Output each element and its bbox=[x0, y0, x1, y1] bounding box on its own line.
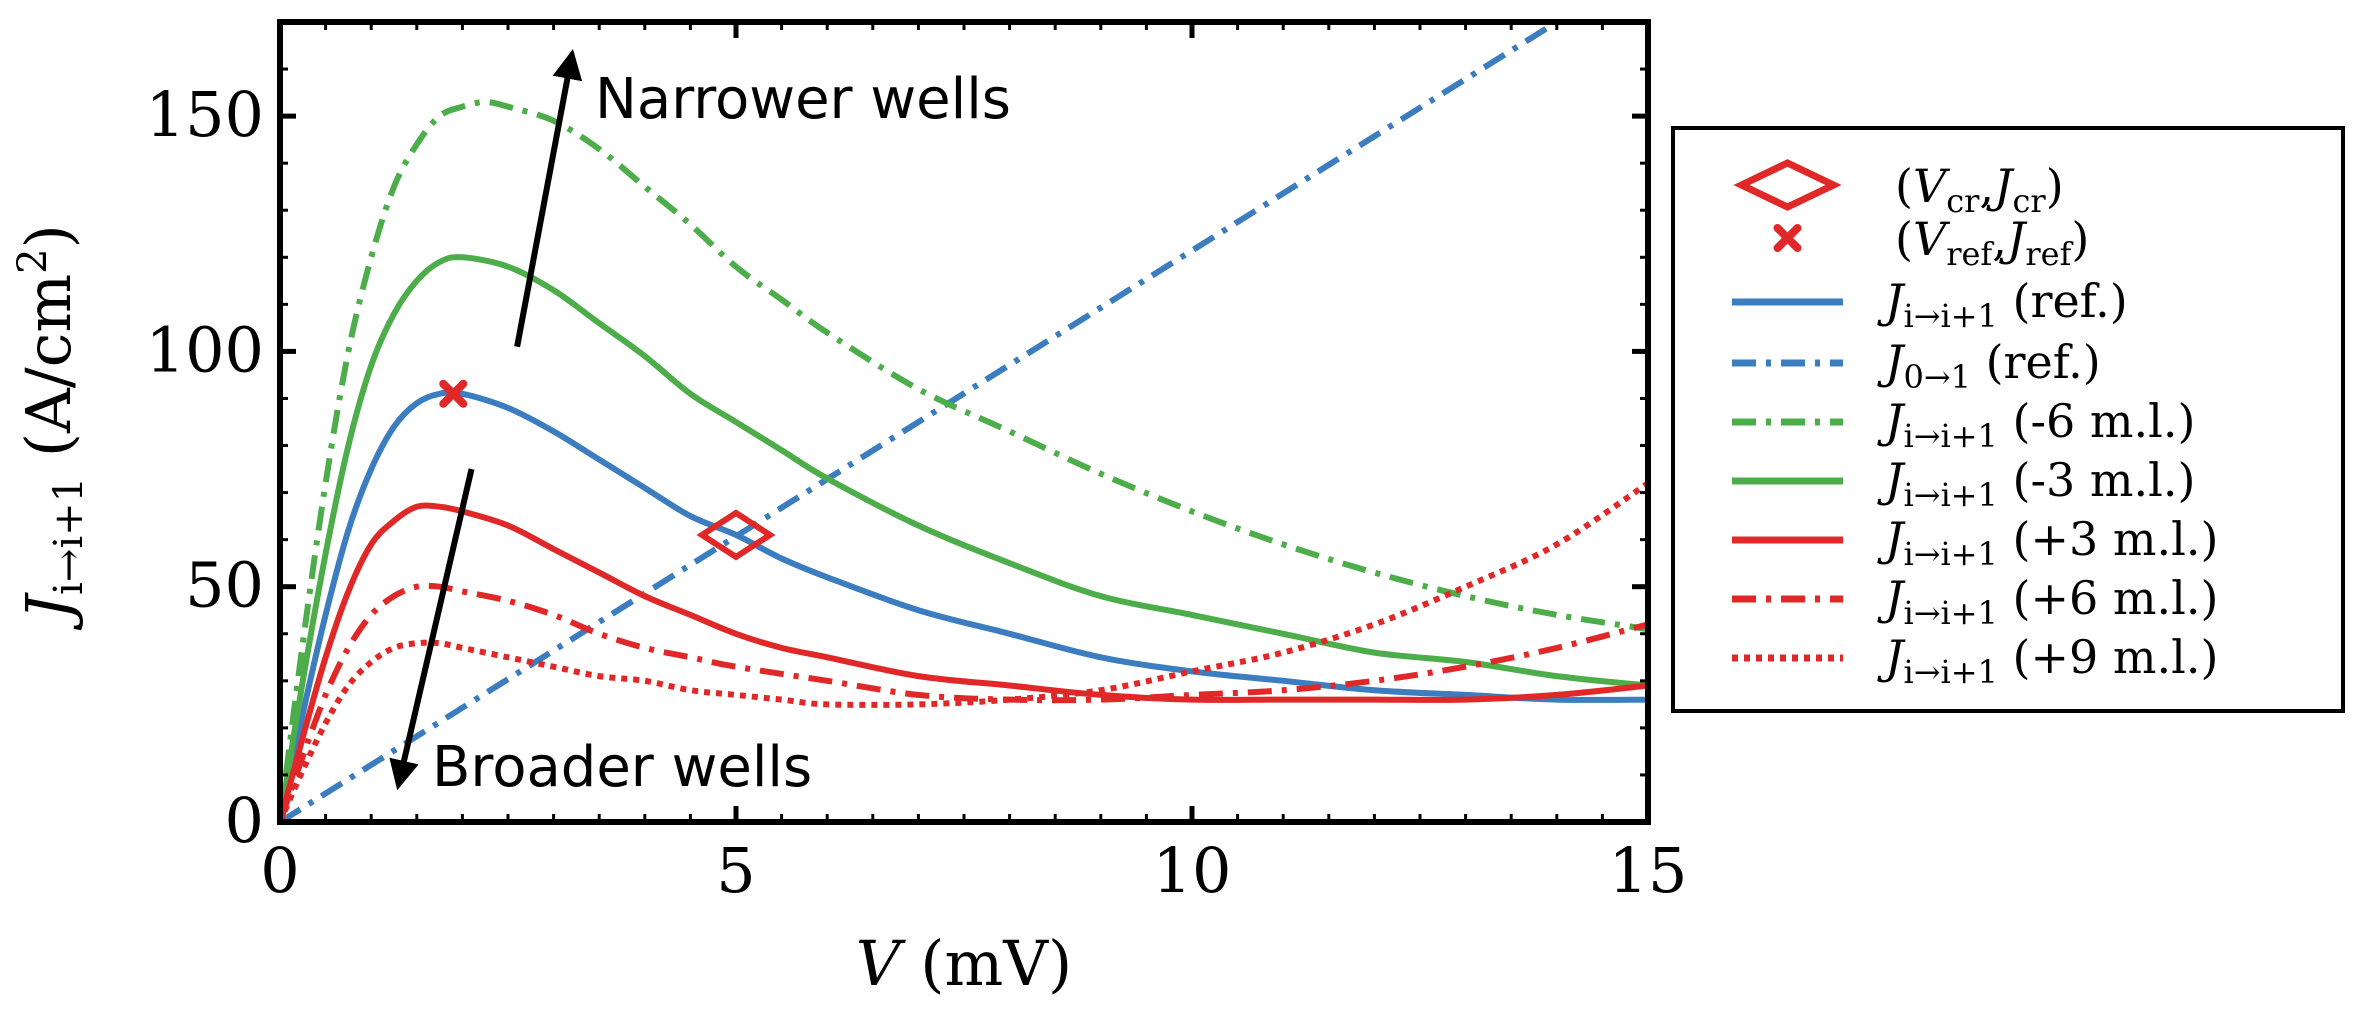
series-line-5 bbox=[280, 582, 1648, 822]
legend-item-2: Ji→i+1 (ref.) bbox=[1732, 274, 2128, 335]
legend-diamond-swatch bbox=[1733, 159, 1842, 211]
legend-item-8: Ji→i+1 (+9 m.l.) bbox=[1732, 630, 2218, 691]
y-axis-label: Ji→i+1 (A/cm2) bbox=[10, 224, 92, 631]
narrower-wells-label: Narrower wells bbox=[595, 67, 1011, 132]
legend-item-5: Ji→i+1 (-3 m.l.) bbox=[1732, 453, 2195, 514]
y-tick-label: 50 bbox=[185, 549, 264, 622]
x-tick-label: 15 bbox=[1609, 834, 1688, 907]
legend-label-7: Ji→i+1 (+6 m.l.) bbox=[1877, 571, 2218, 632]
narrower-wells-arrow bbox=[514, 49, 583, 348]
reference-point-marker-stroke-b bbox=[439, 379, 468, 408]
y-tick-label: 100 bbox=[146, 313, 264, 386]
legend-x-swatch-stroke-b bbox=[1773, 224, 1802, 252]
legend-item-7: Ji→i+1 (+6 m.l.) bbox=[1732, 571, 2218, 632]
reference-point-marker bbox=[439, 379, 468, 408]
x-tick-label: 5 bbox=[716, 834, 755, 907]
y-tick-label: 150 bbox=[146, 78, 264, 151]
legend-item-1: (Vref,Jref) bbox=[1773, 212, 2089, 273]
critical-point-marker bbox=[696, 509, 776, 561]
broader-wells-label: Broader wells bbox=[432, 735, 812, 800]
legend-item-3: J0→1 (ref.) bbox=[1732, 335, 2101, 396]
broader-wells-arrow bbox=[389, 468, 475, 791]
legend-label-5: Ji→i+1 (-3 m.l.) bbox=[1877, 453, 2195, 514]
series-line-3 bbox=[280, 254, 1648, 822]
x-axis-label: V (mV) bbox=[856, 927, 1072, 1000]
x-tick-label: 10 bbox=[1153, 834, 1232, 907]
legend-label-0: (Vcr,Jcr) bbox=[1895, 159, 2064, 220]
legend-x-swatch bbox=[1773, 224, 1802, 252]
legend-label-8: Ji→i+1 (+9 m.l.) bbox=[1877, 630, 2218, 691]
series-line-4 bbox=[280, 502, 1648, 822]
legend-label-2: Ji→i+1 (ref.) bbox=[1877, 274, 2128, 335]
series-line-0 bbox=[280, 389, 1648, 822]
series-line-1 bbox=[280, 22, 1559, 822]
series-line-2 bbox=[280, 98, 1648, 822]
legend-label-4: Ji→i+1 (-6 m.l.) bbox=[1877, 394, 2195, 455]
legend-label-3: J0→1 (ref.) bbox=[1877, 335, 2101, 396]
legend-label-1: (Vref,Jref) bbox=[1895, 212, 2089, 273]
y-tick-label: 0 bbox=[225, 784, 264, 857]
x-tick-label: 0 bbox=[260, 834, 299, 907]
legend-item-0: (Vcr,Jcr) bbox=[1733, 159, 2064, 220]
legend-item-4: Ji→i+1 (-6 m.l.) bbox=[1732, 394, 2195, 455]
